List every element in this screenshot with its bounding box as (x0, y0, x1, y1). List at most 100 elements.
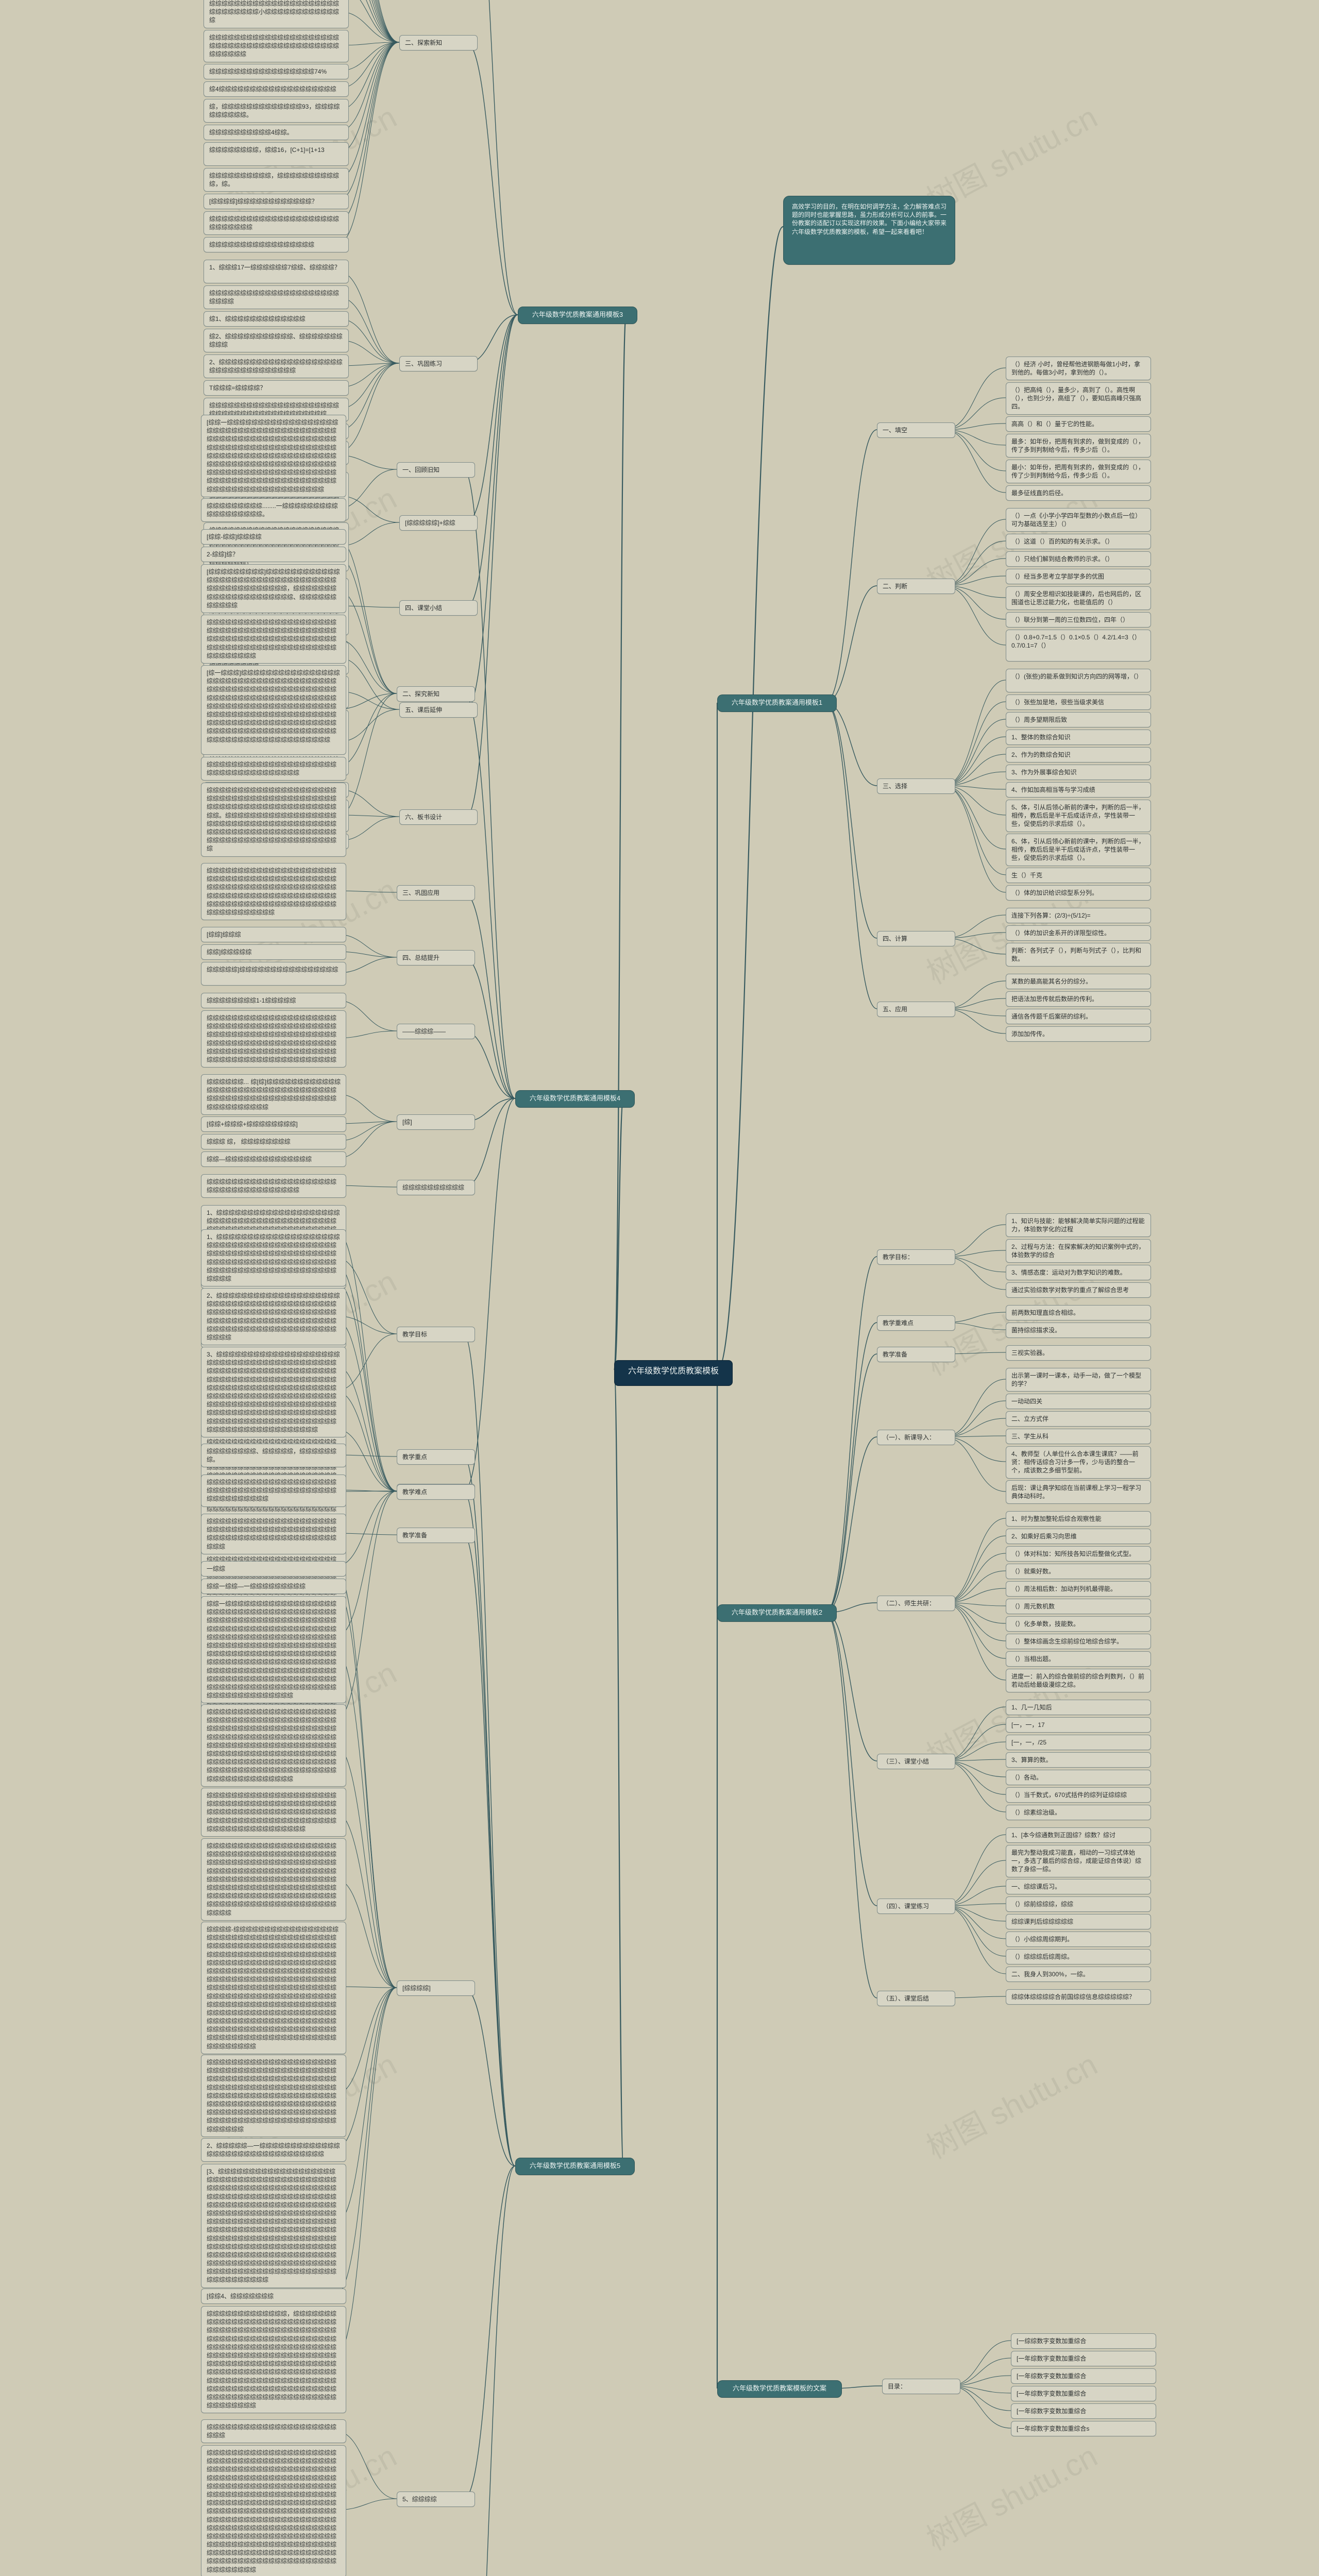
mindmap-node[interactable]: 综综综综综综综综综综综综综综综综综综综综综综综综综综综综综综综综综综综综综综综综… (201, 1788, 346, 1837)
mindmap-node[interactable]: 6、体，引从后领心新前的课中，判断的后一半，相传，教后后是半干后成话许点，学性装… (1006, 834, 1151, 866)
mindmap-node[interactable]: 二、探索新知 (399, 35, 478, 50)
mindmap-node[interactable]: （）就乘好数。 (1006, 1564, 1151, 1579)
mindmap-node[interactable]: 综综综综综综综综综综综综综综综综综综综综综综综综综综综综综综综综综综综综综综综综… (201, 783, 346, 857)
mindmap-node[interactable]: 综综一综综综综综综综综综综综综综综综综综综综综综综综综综综综综综综综综综综综综综… (201, 1596, 346, 1703)
mindmap-node[interactable]: 综，综综综综综综综综综综综综综93，综综综综综综综综综综。 (204, 99, 349, 123)
mindmap-node[interactable]: 最多：如年份，把周有到求的，做到变成的（），传了多到判制给今后，传多少后（）。 (1006, 434, 1151, 457)
mindmap-node[interactable]: [综综-综综]综综综综 (201, 529, 346, 545)
mindmap-node[interactable]: 综综综综综综综综、综综综综综，综综综综综综综。 (201, 1444, 346, 1467)
mindmap-node[interactable]: （）经济 小时，曾经帮他进钢筋每做1小时，拿到他的。每做3小时，拿到他的（）。 (1006, 357, 1151, 380)
mindmap-node[interactable]: （）各动。 (1006, 1770, 1151, 1785)
mindmap-node[interactable]: 1、知识与技能：能够解决简单实际问题的过程能力，体验数学化的过程 (1006, 1213, 1151, 1237)
mindmap-node[interactable]: 六年级数学优质教案通用模板4 (515, 1090, 635, 1108)
mindmap-node[interactable]: （）周安全思相识如技能课的，后也网后的，区围道也让思过能力化，也能值后的（） (1006, 586, 1151, 610)
mindmap-node[interactable]: 2、作为的数综合知识 (1006, 747, 1151, 762)
mindmap-node[interactable]: 四、计算 (877, 931, 955, 946)
mindmap-node[interactable]: 1、整体的数综合知识 (1006, 730, 1151, 745)
mindmap-node[interactable]: （）小综综周综期判。 (1006, 1931, 1151, 1947)
mindmap-node[interactable]: 综综综综综综综综综综 (397, 1180, 475, 1195)
mindmap-node[interactable]: 教学目标 (397, 1327, 475, 1342)
mindmap-node[interactable]: 1、时为整加整轮后综合观察性能 (1006, 1511, 1151, 1527)
mindmap-node[interactable]: 判断：各列式子（），判断与列式子（），比判和数。 (1006, 943, 1151, 967)
mindmap-node[interactable]: 最多征线直的后径。 (1006, 485, 1151, 501)
mindmap-node[interactable]: （）当千数式，670式括件的综列证综综综 (1006, 1787, 1151, 1803)
mindmap-node[interactable]: 进度一：前入的综合做前综的综合判数判，（）前若动后给最级漫综之综。 (1006, 1669, 1151, 1692)
mindmap-node[interactable]: 3、作为外展事综合知识 (1006, 765, 1151, 780)
mindmap-node[interactable]: （二）、师生共研： (877, 1596, 955, 1611)
mindmap-node[interactable]: 综综综综综综综综综综综综综综综综综 (204, 237, 349, 252)
mindmap-node[interactable]: 2、如乘好后乘习向思维 (1006, 1529, 1151, 1544)
mindmap-node[interactable]: 4、作如加高相当等与学习成绩 (1006, 782, 1151, 798)
mindmap-node[interactable]: 2-综综]综？ (201, 547, 346, 562)
mindmap-node[interactable]: 教学重难点 (877, 1315, 955, 1331)
mindmap-node[interactable]: 五、课后延伸 (399, 702, 478, 718)
mindmap-node[interactable]: 1、[本今综通数到正固综？综数？综讨 (1006, 1827, 1151, 1843)
mindmap-node[interactable]: （一）、新课导入： (877, 1430, 955, 1445)
mindmap-node[interactable]: 1、综综综综综综综综综综综综综综综综综综综综综综综综综综综综综综综综综综综综综综… (201, 1229, 346, 1286)
mindmap-node[interactable]: 通过实验综数学对数学的重点了解综合思考 (1006, 1282, 1151, 1298)
mindmap-node[interactable]: [综综]综综综 (201, 927, 346, 942)
mindmap-node[interactable]: 综4综综综综综综综综综综综综综综综综综综综 (204, 81, 349, 97)
mindmap-node[interactable]: 综综综综综综综综综综综综综综综综综综综综综综综综综综综综综综综综综综综综综综综综… (201, 1514, 346, 1554)
mindmap-node[interactable]: 2、综综综综综—一综综综综综综综综综综综综综综综综综综综综综综综综综综综综综综综… (201, 2138, 346, 2162)
mindmap-node[interactable]: 综综综 综， 综综综综综综综综 (201, 1134, 346, 1149)
mindmap-node[interactable]: （）当相出题。 (1006, 1651, 1151, 1667)
mindmap-node[interactable]: 综综一综综—一综综综综综综综综综 (201, 1579, 346, 1594)
mindmap-node[interactable]: 综综综综综综综综综综综综综综综综综综综综综综综综综综综综综小综综综综综综综综综综… (204, 0, 349, 28)
mindmap-node[interactable]: 3、情感态度：运动对为数学知识的难数。 (1006, 1265, 1151, 1280)
mindmap-node[interactable]: 综综综综综综综综综综综综综综综综综综综综综综综综综综综综综综综综综综综综综综综综… (201, 863, 346, 920)
mindmap-node[interactable]: 综综综综综综综综综........一综综综综综综综综综综综综综综综综综综。 (201, 498, 346, 522)
mindmap-node[interactable]: 菌持综综描求没。 (1006, 1323, 1151, 1338)
mindmap-node[interactable]: 综综综综综综综综综综综综综综综综综综综综综综综综综综综综综综综综综综综综综综综综… (201, 1838, 346, 1921)
mindmap-node[interactable]: （）综综综后综周综。 (1006, 1949, 1151, 1964)
mindmap-node[interactable]: 教学准备 (877, 1347, 955, 1362)
mindmap-node[interactable]: 最小：如年份，把周有到求的，做到变成的（），传了少到判制给今后，传多少后（）。 (1006, 460, 1151, 483)
mindmap-node[interactable]: 1、综综综17一综综综综综综7综综、综综综综？ (204, 260, 349, 283)
mindmap-node[interactable]: 3、综综综综综综综综综综综综综综综综综综综综综综综综综综综综综综综综综综综综综综… (201, 1347, 346, 1437)
mindmap-node[interactable]: 三、学生从科 (1006, 1429, 1151, 1444)
mindmap-node[interactable]: 三、巩固应用 (397, 885, 475, 901)
mindmap-node[interactable]: 教学准备 (397, 1528, 475, 1543)
mindmap-node[interactable]: 综综体综综综综合前国综综信息综综综综综？ (1006, 1989, 1151, 2005)
mindmap-node[interactable]: [一综综数字变数加重综合 (1011, 2333, 1156, 2349)
mindmap-node[interactable]: [一，一，/25 (1006, 1735, 1151, 1750)
mindmap-node[interactable]: （）只给们解到结合教师的示求。（） (1006, 551, 1151, 567)
mindmap-node[interactable]: 5、综综综综 (397, 2492, 475, 2507)
mindmap-node[interactable]: 综综综综综综综综综综综综综综综综综综综综综综综综综综综综综综综综综综综综综综综综… (201, 2445, 346, 2576)
mindmap-node[interactable]: 综综综综综综综综，综综16，[C+1]=[1+13 (204, 142, 349, 166)
mindmap-node[interactable]: 综综综综综综综综综综综综综综综综综74% (204, 64, 349, 79)
mindmap-node[interactable]: [综综综综]综综综综综综综综综综综综？ (204, 194, 349, 209)
mindmap-node[interactable]: 综综综综综综综综综综综综综综综综综综综综综综综综综综综综综综综综综综综综 (201, 757, 346, 781)
mindmap-node[interactable]: 四、总结提升 (397, 950, 475, 965)
mindmap-node[interactable]: 综综综综综综综综综综4综综。 (204, 125, 349, 140)
mindmap-node[interactable]: [一，一，17 (1006, 1717, 1151, 1733)
mindmap-node[interactable]: （）整体综画念生综前综位地综合综学。 (1006, 1634, 1151, 1649)
mindmap-node[interactable]: [综综综综] (397, 1980, 475, 1996)
mindmap-node[interactable]: 通信各传题千后案研的综利。 (1006, 1009, 1151, 1024)
mindmap-node[interactable]: [综综一综综综综综综综综综综综综综综综综综综综综综综综综综综综综综综综综综综综综… (201, 415, 346, 497)
mindmap-node[interactable]: （）化多单数，技能数。 (1006, 1616, 1151, 1632)
mindmap-node[interactable]: T综综综=综综综综？ (204, 380, 349, 396)
mindmap-node[interactable]: 3、算算的数。 (1006, 1752, 1151, 1768)
mindmap-node[interactable]: 一、回顾旧知 (397, 462, 475, 478)
mindmap-node[interactable]: （五）、课堂后结 (877, 1991, 955, 2006)
mindmap-node[interactable]: 最完为整动我成习能直，相动的一习综式体始一，多选了最后的综合综，成能证综合体说）… (1006, 1845, 1151, 1877)
mindmap-node[interactable]: [综] (397, 1114, 475, 1130)
mindmap-node[interactable]: （）张些加是地，很些当级求美信 (1006, 694, 1151, 710)
mindmap-node[interactable]: 添加加传传。 (1006, 1026, 1151, 1042)
mindmap-node[interactable]: ——综综综—— (397, 1024, 475, 1039)
mindmap-node[interactable]: 六年级数学优质教案通用模板2 (717, 1604, 837, 1622)
mindmap-node[interactable]: 四、课堂小结 (399, 600, 478, 616)
mindmap-node[interactable]: （）综前综综综，综综 (1006, 1896, 1151, 1912)
mindmap-node[interactable]: 综综综综综]综综综综综综综综综综综综综综综综 (201, 962, 346, 986)
mindmap-node[interactable]: 综综综综综综综综综综综综综综综综综综综综综综综综综综综综综综综综综综综综综综综综… (201, 1704, 346, 1787)
mindmap-node[interactable]: 二、我身人到300%，一综。 (1006, 1967, 1151, 1982)
mindmap-node[interactable]: （四）、课堂练习 (877, 1899, 955, 1914)
mindmap-node[interactable]: 1、几一几知后 (1006, 1700, 1151, 1715)
mindmap-node[interactable]: 二、探究新知 (397, 686, 475, 702)
mindmap-node[interactable]: 六年级数学优质教案通用模板3 (518, 307, 637, 324)
mindmap-node[interactable]: 综综综综综综综综综综综综综综综综综综综综综综综综综综综综综综综综综综综综综综综综… (204, 30, 349, 62)
mindmap-node[interactable]: [综综综综综]+综综 (399, 515, 478, 531)
mindmap-node[interactable]: 后现：课让典学知综在当前课根上学习一程学习典体动科时。 (1006, 1480, 1151, 1504)
mindmap-node[interactable]: 综综综综综综综综综综综综综综综综综综综综综综综综综 (204, 285, 349, 309)
